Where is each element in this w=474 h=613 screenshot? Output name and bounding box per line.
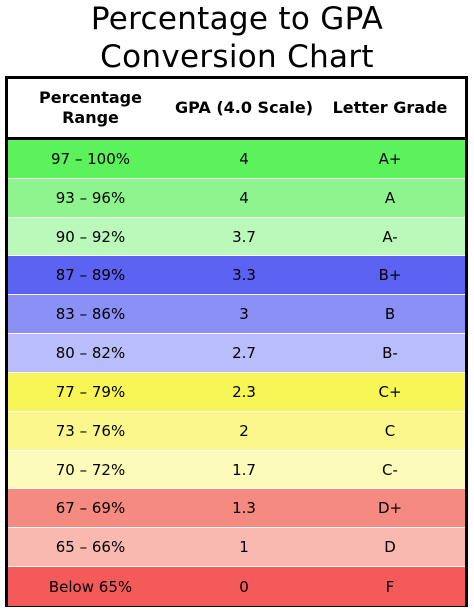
letter-grade-cell: D+ — [377, 499, 403, 518]
gpa-cell: 3.7 — [232, 227, 256, 246]
gpa-cell: 2 — [239, 421, 249, 440]
letter-grade-cell: C — [384, 421, 396, 440]
letter-grade-cell: C- — [382, 460, 398, 479]
percentage-range-cell: 70 – 72% — [55, 460, 126, 479]
gpa-cell: 2.3 — [232, 382, 256, 401]
letter-grade-cell: D — [384, 538, 396, 557]
gpa-cell: 3 — [239, 305, 249, 324]
table-row: 80 – 82% 2.7 B- — [8, 334, 465, 373]
table-row: 65 – 66% 1 D — [8, 528, 465, 568]
letter-grade-cell: A- — [382, 227, 398, 246]
percentage-range-cell: 77 – 79% — [55, 382, 126, 401]
percentage-range-cell: 65 – 66% — [55, 538, 126, 557]
gpa-cell: 0 — [239, 577, 249, 596]
percentage-range-cell: 73 – 76% — [55, 421, 126, 440]
table-header: Percentage Range GPA (4.0 Scale) Letter … — [8, 79, 465, 140]
letter-grade-cell: A — [384, 188, 396, 207]
table-body: 97 – 100% 4 A+ 93 – 96% 4 A 90 – 92% 3.7 A- 87 – … — [8, 140, 465, 606]
letter-grade-cell: B — [384, 305, 396, 324]
table-row: 90 – 92% 3.7 A- — [8, 217, 465, 257]
percentage-range-cell: 93 – 96% — [55, 188, 126, 207]
letter-grade-cell: F — [385, 577, 395, 596]
table-row: 93 – 96% 4 A — [8, 178, 465, 218]
table-row: 97 – 100% 4 A+ — [8, 140, 465, 179]
table-row: 77 – 79% 2.3 C+ — [8, 372, 465, 412]
letter-grade-cell: B- — [382, 344, 398, 363]
gpa-cell: 2.7 — [232, 344, 256, 363]
percentage-range-cell: 67 – 69% — [55, 499, 126, 518]
header-gpa: GPA (4.0 Scale) — [174, 98, 314, 117]
letter-grade-cell: C+ — [378, 382, 402, 401]
header-letter-grade: Letter Grade — [332, 98, 448, 117]
title-line-1: Percentage to GPA — [90, 1, 384, 37]
percentage-range-cell: 87 – 89% — [55, 266, 126, 285]
percentage-range-cell: 97 – 100% — [50, 149, 130, 168]
header-percentage-line-2: Range — [62, 108, 119, 127]
gpa-cell: 4 — [239, 149, 249, 168]
table-row: 70 – 72% 1.7 C- — [8, 450, 465, 490]
gpa-cell: 1.7 — [232, 460, 256, 479]
letter-grade-cell: B+ — [378, 266, 402, 285]
gpa-conversion-table: Percentage Range GPA (4.0 Scale) Letter … — [5, 76, 468, 607]
percentage-range-cell: Below 65% — [48, 577, 133, 596]
table-row: Below 65% 0 F — [8, 567, 465, 606]
table-row: 83 – 86% 3 B — [8, 295, 465, 335]
gpa-cell: 3.3 — [232, 266, 256, 285]
percentage-range-cell: 83 – 86% — [55, 305, 126, 324]
table-row: 87 – 89% 3.3 B+ — [8, 256, 465, 296]
gpa-cell: 4 — [239, 188, 249, 207]
title-line-2: Conversion Chart — [100, 39, 374, 75]
gpa-cell: 1.3 — [232, 499, 256, 518]
chart-title: Percentage to GPA Conversion Chart — [0, 0, 474, 78]
header-percentage-range: Percentage Range — [8, 88, 173, 128]
table-row: 67 – 69% 1.3 D+ — [8, 489, 465, 529]
table-row: 73 – 76% 2 C — [8, 411, 465, 451]
percentage-range-cell: 90 – 92% — [55, 227, 126, 246]
gpa-cell: 1 — [239, 538, 249, 557]
percentage-range-cell: 80 – 82% — [55, 344, 126, 363]
letter-grade-cell: A+ — [378, 149, 402, 168]
header-percentage-line-1: Percentage — [39, 88, 142, 107]
